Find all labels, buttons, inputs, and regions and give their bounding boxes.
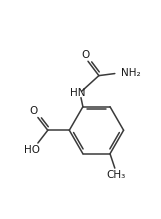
Text: NH₂: NH₂ bbox=[121, 68, 141, 78]
Text: O: O bbox=[29, 106, 38, 116]
Text: HN: HN bbox=[70, 88, 86, 98]
Text: O: O bbox=[81, 49, 89, 60]
Text: CH₃: CH₃ bbox=[107, 170, 126, 180]
Text: HO: HO bbox=[24, 145, 40, 155]
